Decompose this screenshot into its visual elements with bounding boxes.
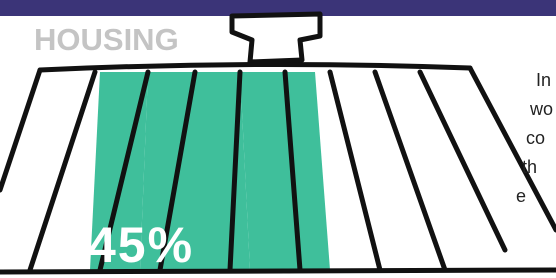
title: HOUSING — [34, 22, 179, 57]
knob — [232, 14, 320, 62]
side-text: th — [522, 157, 537, 177]
side-text: e — [516, 186, 526, 206]
page: HOUSING 45% In wo co th e (() => { const… — [0, 0, 556, 278]
infographic: HOUSING 45% In wo co th e — [0, 0, 556, 278]
side-text: In — [536, 70, 551, 90]
side-text: wo — [529, 99, 553, 119]
side-text: co — [526, 128, 545, 148]
stat: 45% — [88, 217, 194, 273]
